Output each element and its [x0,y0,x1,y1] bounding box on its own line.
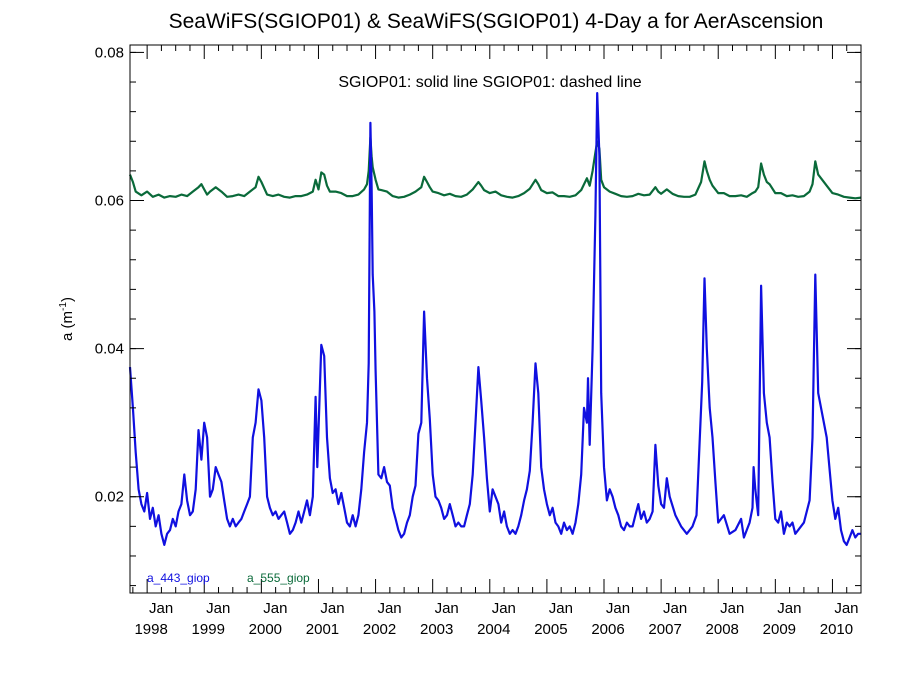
x-tick-year-label: 2003 [420,621,453,638]
x-tick-year-label: 2004 [477,621,510,638]
y-axis-label: a (m-1) [58,297,76,341]
x-tick-month-label: Jan [720,600,744,617]
x-tick-month-label: Jan [834,600,858,617]
x-tick-month-label: Jan [606,600,630,617]
x-tick-month-label: Jan [377,600,401,617]
y-axis-label-close: ) [59,297,76,302]
chart-title: SeaWiFS(SGIOP01) & SeaWiFS(SGIOP01) 4-Da… [169,10,824,33]
x-tick-month-label: Jan [663,600,687,617]
x-tick-year-label: 1998 [134,621,167,638]
y-tick-label: 0.08 [95,44,124,61]
y-axis-label-main: a (m [59,311,76,341]
x-tick-month-label: Jan [263,600,287,617]
y-tick-label: 0.02 [95,489,124,506]
series-line-a_555_giop [128,136,862,200]
legend-a443-giop: a_443_giop [147,571,210,585]
x-tick-month-label: Jan [149,600,173,617]
chart-subtitle: SGIOP01: solid line SGIOP01: dashed line [338,74,641,91]
series-line-a_443_giop [128,92,861,546]
ticks-layer [130,45,862,593]
x-tick-month-label: Jan [435,600,459,617]
y-tick-label: 0.04 [95,341,124,358]
x-tick-year-label: 1999 [192,621,225,638]
tick-labels-layer: 0.02 0.04 0.06 0.08 Jan 1998 Jan 1999 Jan 2000 Jan… [95,44,859,638]
y-axis-label-sup: -1 [58,302,69,311]
y-tick-label: 0.06 [95,193,124,210]
x-tick-year-label: 2008 [706,621,739,638]
x-tick-month-label: Jan [320,600,344,617]
x-tick-year-label: 2000 [249,621,282,638]
x-tick-year-label: 2001 [306,621,339,638]
x-tick-year-label: 2007 [648,621,681,638]
x-tick-month-label: Jan [492,600,516,617]
x-tick-month-label: Jan [206,600,230,617]
series-layer [128,92,862,546]
legend-a555-giop: a_555_giop [247,571,310,585]
x-tick-year-label: 2006 [591,621,624,638]
x-tick-year-label: 2009 [763,621,796,638]
x-tick-month-label: Jan [777,600,801,617]
x-tick-year-label: 2010 [820,621,853,638]
x-tick-year-label: 2005 [534,621,567,638]
x-tick-month-label: Jan [549,600,573,617]
x-tick-year-label: 2002 [363,621,396,638]
